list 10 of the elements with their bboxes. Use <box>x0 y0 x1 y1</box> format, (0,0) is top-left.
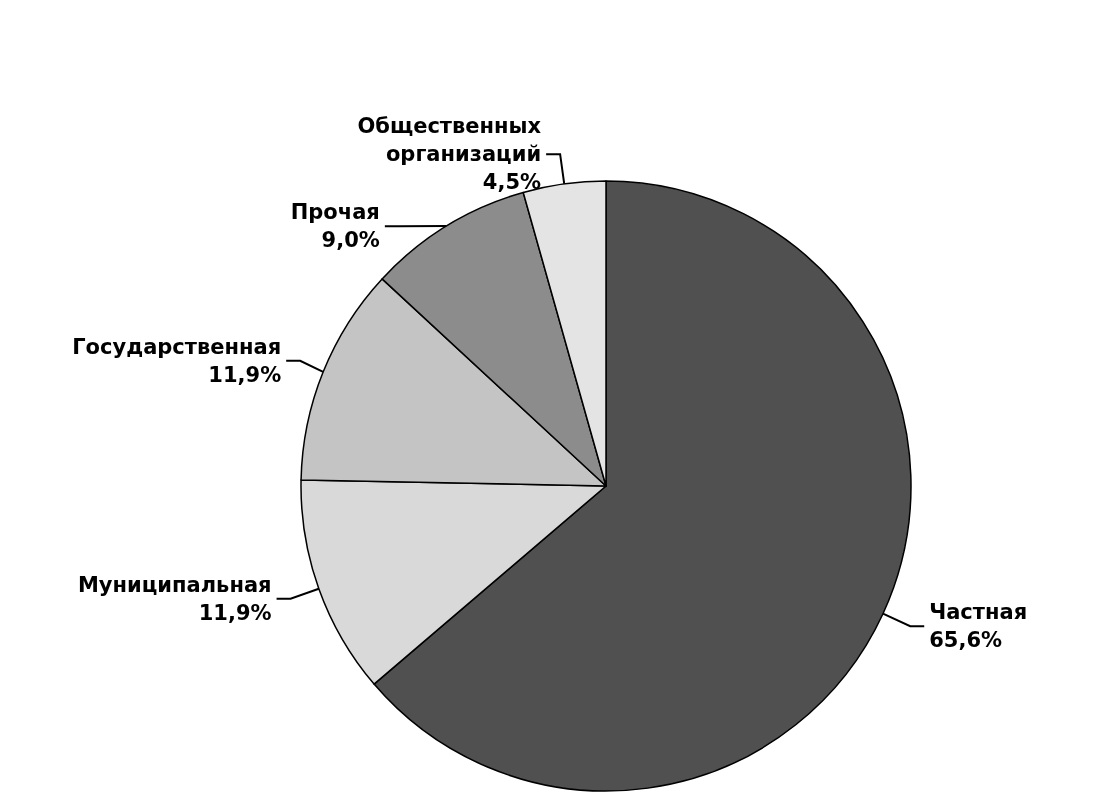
slice-label: Общественных организаций <box>357 114 542 167</box>
data-label: 4,5% <box>482 170 542 195</box>
slice-label: Государственная <box>72 334 282 359</box>
data-label: 11,9% <box>208 362 282 387</box>
data-label: 9,0% <box>321 228 380 253</box>
data-label: 65,6% <box>929 628 1003 653</box>
slice-label: Частная <box>929 600 1028 625</box>
slice-label: Муниципальная <box>77 572 272 597</box>
slice-label: Прочая <box>290 200 380 225</box>
data-label: 11,9% <box>198 600 272 625</box>
